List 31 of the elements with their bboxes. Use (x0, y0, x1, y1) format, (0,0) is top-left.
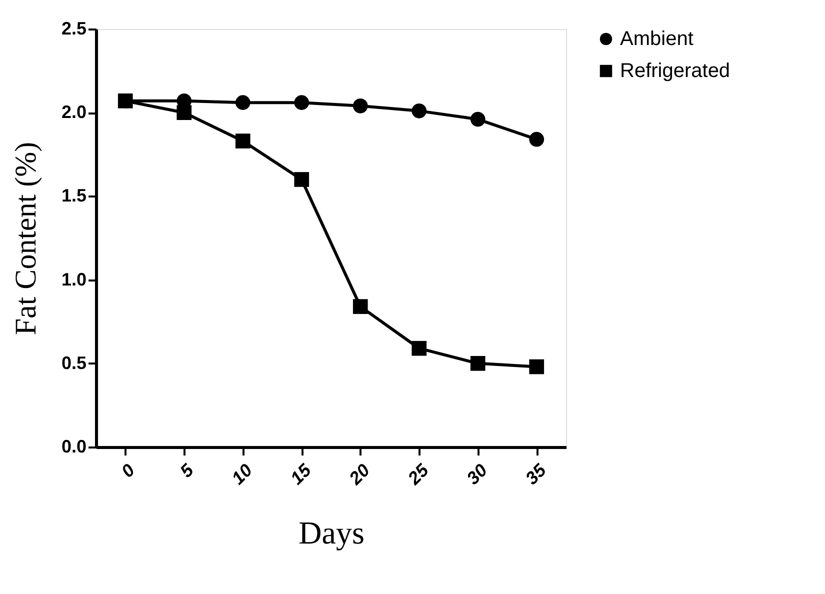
point (470, 356, 486, 371)
point (176, 105, 192, 120)
point (294, 95, 310, 110)
point (529, 132, 544, 147)
point (412, 340, 427, 356)
x-tick-label: 5 (176, 459, 198, 482)
x-tick-label: 10 (228, 460, 256, 488)
point (412, 104, 427, 118)
x-tick-label: 30 (462, 460, 492, 488)
x-tick-label: 20 (344, 460, 374, 490)
point (294, 172, 310, 187)
point (352, 299, 368, 314)
y-axis-title: Fat Content (%) (9, 142, 42, 336)
point (529, 359, 544, 374)
x-tick-label: 25 (403, 459, 434, 490)
x-tick-label: 15 (286, 459, 316, 488)
y-tick-label: 0.0 (61, 436, 86, 456)
x-tick-label: 0 (117, 460, 139, 482)
y-tick-label: 0.5 (61, 352, 86, 373)
y-tick-label: 1.0 (61, 269, 86, 290)
y-tick-label: 1.5 (61, 186, 86, 206)
legend-label: Ambient (620, 28, 694, 50)
legend-label: Refrigerated (620, 60, 730, 82)
y-tick-label: 2.5 (61, 18, 86, 38)
y-tick-label: 2.0 (61, 102, 86, 122)
point (235, 134, 250, 148)
point (352, 98, 368, 114)
point (235, 95, 250, 110)
point (470, 112, 486, 127)
x-tick-label: 35 (522, 459, 551, 488)
x-axis-title: Days (298, 514, 364, 550)
